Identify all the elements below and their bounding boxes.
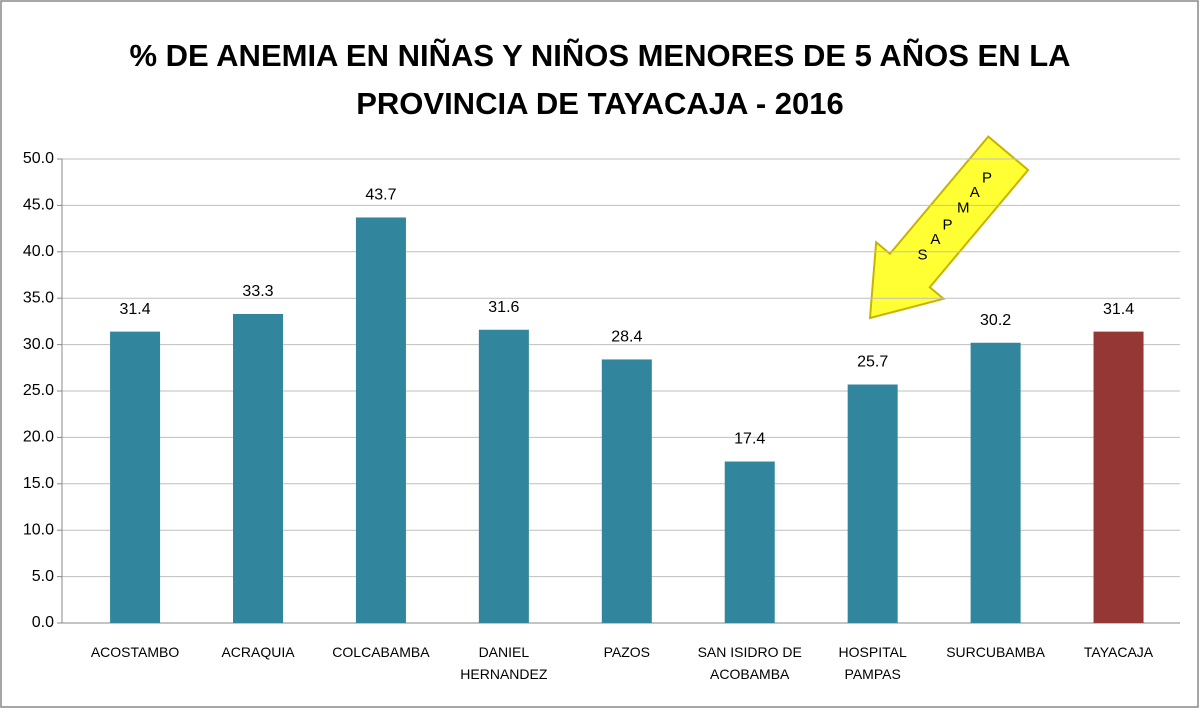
bar bbox=[601, 359, 652, 623]
x-tick-label: PAZOS bbox=[603, 644, 650, 660]
value-label: 28.4 bbox=[611, 329, 642, 346]
y-tick-label: 45.0 bbox=[23, 197, 54, 214]
x-tick-label: ACOSTAMBO bbox=[90, 644, 180, 660]
bar bbox=[1093, 331, 1144, 623]
bar bbox=[355, 217, 406, 624]
arrow-annotation bbox=[868, 135, 1030, 320]
y-tick-label: 50.0 bbox=[23, 150, 54, 167]
y-tick-label: 0.0 bbox=[32, 614, 54, 631]
x-tick-label: ACRAQUIA bbox=[221, 644, 295, 660]
x-tick-label: TAYACAJA bbox=[1083, 644, 1154, 660]
x-tick-label: COLCABAMBA bbox=[332, 644, 430, 660]
value-label: 30.2 bbox=[980, 312, 1011, 329]
bar bbox=[478, 329, 529, 623]
arrow bbox=[868, 135, 1030, 320]
value-label: 17.4 bbox=[734, 431, 765, 448]
bar bbox=[970, 342, 1021, 623]
y-tick-label: 10.0 bbox=[23, 521, 54, 538]
y-tick-label: 15.0 bbox=[23, 475, 54, 492]
y-tick-label: 20.0 bbox=[23, 429, 54, 446]
bar bbox=[847, 384, 898, 623]
value-label: 43.7 bbox=[365, 187, 396, 204]
value-label: 31.4 bbox=[119, 301, 150, 318]
value-label: 31.4 bbox=[1103, 301, 1134, 318]
value-label: 33.3 bbox=[242, 283, 273, 300]
value-label: 31.6 bbox=[488, 299, 519, 316]
y-tick-label: 35.0 bbox=[23, 289, 54, 306]
bar bbox=[724, 461, 775, 623]
y-tick-label: 25.0 bbox=[23, 382, 54, 399]
x-tick-label: SAN ISIDRO DE ACOBAMBA bbox=[697, 644, 802, 682]
x-tick-label: SURCUBAMBA bbox=[946, 644, 1045, 660]
x-tick-label: HOSPITAL PAMPAS bbox=[838, 644, 907, 682]
bar bbox=[233, 313, 283, 623]
chart-subtitle: PROVINCIA DE TAYACAJA - 2016 bbox=[356, 86, 844, 121]
value-label: 25.7 bbox=[857, 354, 888, 371]
y-tick-label: 5.0 bbox=[32, 568, 54, 585]
chart-title: % DE ANEMIA EN NIÑAS Y NIÑOS MENORES DE … bbox=[129, 38, 1070, 73]
bar bbox=[110, 331, 161, 623]
x-tick-label: DANIEL HERNANDEZ bbox=[460, 644, 548, 682]
y-tick-label: 40.0 bbox=[23, 243, 54, 260]
y-tick-label: 30.0 bbox=[23, 336, 54, 353]
